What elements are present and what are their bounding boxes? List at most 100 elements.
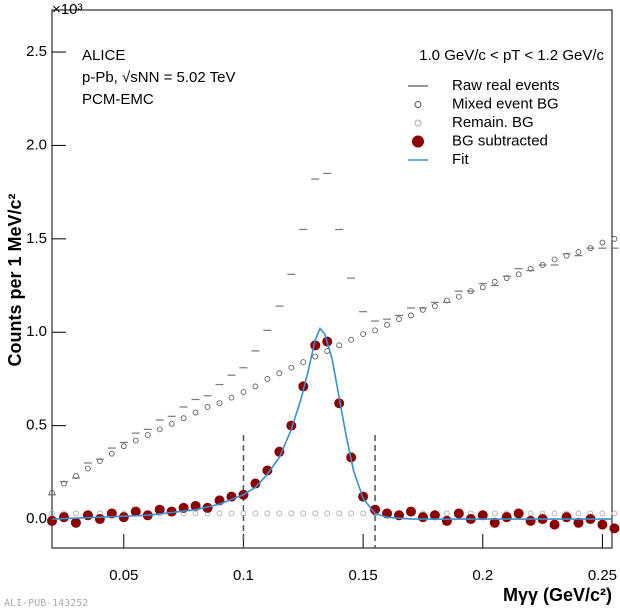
bg-point (240, 389, 247, 395)
bg-point (84, 465, 91, 472)
watermark: ALI-PUB-143252 (4, 598, 88, 609)
sub-point (47, 515, 57, 526)
sub-point (94, 514, 105, 525)
bg-point (360, 510, 367, 517)
sub-point (597, 519, 608, 530)
y-tick-label: 0.0 (26, 510, 47, 527)
y-tick-label: 1.5 (26, 230, 47, 247)
sub-point (453, 508, 464, 519)
bg-point (192, 510, 199, 517)
bg-point (73, 510, 79, 517)
sub-point (118, 512, 129, 523)
bg-point (264, 510, 271, 517)
bg-point (611, 510, 618, 517)
bg-point (252, 383, 259, 390)
sub-point (501, 512, 512, 523)
bg-point (443, 510, 450, 517)
bg-point (551, 256, 558, 263)
bg-point (108, 450, 115, 457)
sub-point (274, 446, 285, 457)
bg-point (575, 510, 582, 517)
bg-point (288, 510, 295, 517)
bg-point (336, 510, 343, 517)
y-tick-label: 2.0 (26, 136, 47, 153)
sub-point (573, 517, 584, 528)
sub-point (489, 517, 500, 528)
bg-point (300, 359, 307, 366)
legend-label: BG subtracted (452, 132, 548, 149)
bg-point (611, 235, 618, 242)
bg-point (348, 336, 355, 343)
x-tick-label: 0.05 (109, 567, 138, 584)
bg-point (228, 394, 235, 401)
x-axis-label: Mγγ (GeV/c²) (503, 585, 612, 605)
legend-label: Fit (452, 151, 469, 168)
sub-point (441, 515, 452, 526)
bg-point (527, 265, 534, 272)
bg-point (168, 420, 175, 427)
sub-point (202, 502, 213, 513)
x-tick-label: 0.1 (233, 567, 254, 584)
bg-point (372, 327, 378, 334)
plot-frame (51, 9, 613, 549)
bg-point (276, 510, 283, 517)
bg-point (503, 275, 510, 281)
sub-point (525, 515, 536, 526)
bg-point (61, 480, 67, 487)
bg-point (491, 510, 498, 517)
sub-point (58, 512, 69, 523)
bg-point (515, 271, 522, 278)
legend-swatch (414, 101, 422, 108)
x-tick-label: 0.15 (349, 567, 378, 584)
legend-label: Mixed event BG (452, 95, 559, 112)
bg-point (216, 400, 223, 407)
y-tick-label: 1.0 (26, 323, 47, 340)
bg-point (455, 293, 462, 300)
bg-point (324, 510, 331, 517)
y-tick-label: 0.5 (26, 417, 47, 434)
bg-point (563, 252, 570, 259)
bg-point (180, 415, 187, 422)
bg-point (479, 284, 486, 291)
sub-point (166, 506, 177, 517)
bg-point (276, 370, 283, 377)
sub-point (154, 504, 165, 515)
legend-label: Raw real events (452, 77, 560, 94)
bg-point (599, 239, 606, 246)
bg-point (252, 510, 259, 517)
sub-point (298, 381, 309, 392)
legend-swatch (412, 135, 424, 148)
bg-point (204, 404, 211, 410)
bg-point (384, 321, 390, 328)
bg-point (288, 364, 295, 371)
bg-point (96, 458, 103, 465)
bg-point (432, 303, 438, 309)
x-tick-label: 0.25 (588, 567, 617, 584)
bg-point (336, 342, 343, 349)
bg-point (216, 510, 223, 517)
bg-point (420, 306, 426, 313)
bg-point (300, 510, 307, 517)
bg-point (312, 510, 319, 517)
sub-point (549, 519, 560, 530)
sub-point (334, 398, 345, 409)
sub-point (130, 506, 141, 517)
bg-point (348, 510, 355, 517)
annotation: p-Pb, √sNN = 5.02 TeV (82, 69, 235, 86)
fit-curve (51, 327, 612, 520)
annotation: PCM-EMC (82, 91, 154, 108)
sub-point (405, 506, 416, 517)
bg-point (228, 510, 235, 517)
bg-point (132, 437, 139, 444)
legend-swatch (414, 119, 422, 127)
bg-point (264, 376, 271, 382)
bg-point (575, 249, 582, 255)
bg-point (408, 312, 414, 319)
bg-point (240, 510, 247, 517)
sub-point (417, 512, 428, 523)
sub-point (262, 465, 273, 476)
legend-label: Remain. BG (452, 114, 534, 131)
annotation: ALICE (82, 47, 125, 64)
bg-point (144, 432, 151, 438)
y-multiplier: ×10³ (52, 1, 82, 18)
